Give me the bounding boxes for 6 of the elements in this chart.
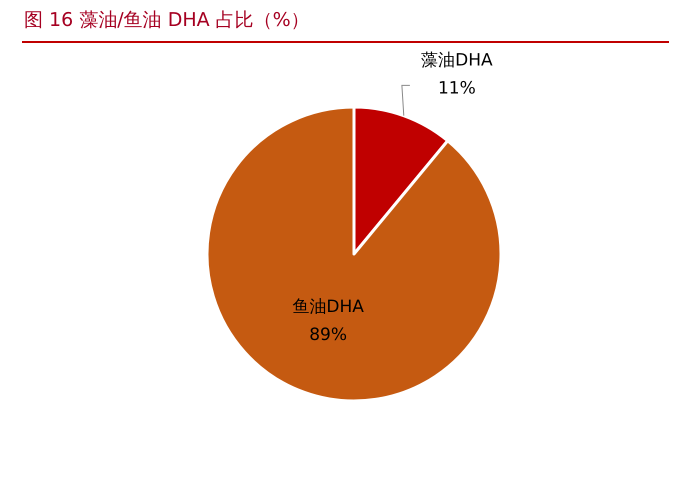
chart-title: 图 16 藻油/鱼油 DHA 占比（%）	[24, 9, 310, 31]
slice-label: 鱼油DHA	[292, 296, 364, 317]
data-label: 11%	[438, 78, 476, 98]
slice-label: 藻油DHA	[421, 50, 494, 70]
data-label: 89%	[309, 324, 348, 345]
pie-slice	[206, 106, 502, 402]
